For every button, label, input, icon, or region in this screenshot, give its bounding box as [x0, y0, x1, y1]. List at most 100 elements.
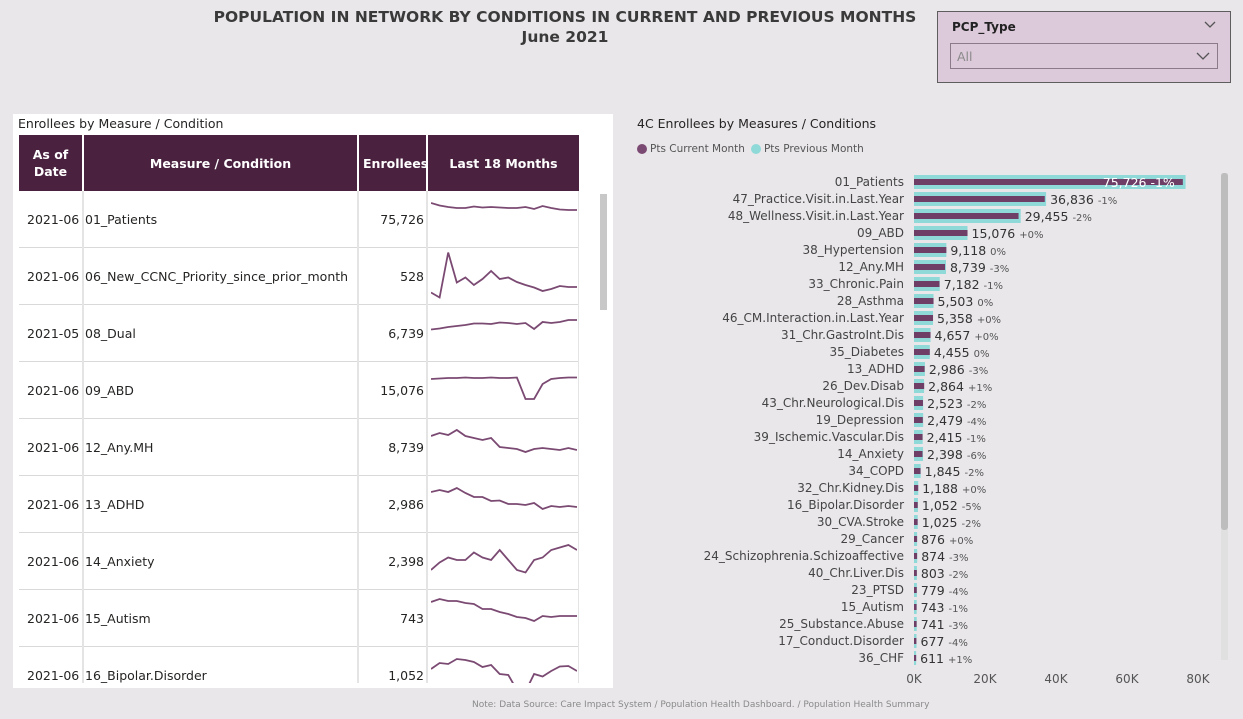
- enrollees-table: As of Date Measure / Condition Enrollees…: [19, 135, 579, 683]
- pct-change-label: -6%: [967, 451, 986, 462]
- bar-current[interactable]: [914, 315, 934, 321]
- bar-current[interactable]: [914, 196, 1045, 202]
- bar-current[interactable]: [914, 264, 946, 270]
- cell-enrollees: 528: [358, 247, 428, 305]
- bar-current[interactable]: [914, 536, 918, 542]
- bar-current[interactable]: [914, 281, 940, 287]
- table-row[interactable]: 2021-06 06_New_CCNC_Priority_since_prior_…: [19, 247, 579, 305]
- bar-current[interactable]: [914, 247, 947, 253]
- bar-current[interactable]: [914, 587, 917, 593]
- cell-sparkline: [427, 589, 579, 647]
- pct-change-label: -1%: [949, 604, 968, 615]
- table-scrollbar[interactable]: [600, 194, 607, 310]
- cell-measure: 12_Any.MH: [83, 418, 359, 476]
- category-label: 19_Depression: [816, 413, 904, 427]
- chart-scrollbar-thumb[interactable]: [1221, 173, 1228, 530]
- bar-current[interactable]: [914, 349, 930, 355]
- bar-current[interactable]: [914, 400, 923, 406]
- table-viewport[interactable]: As of Date Measure / Condition Enrollees…: [19, 135, 579, 683]
- pct-change-label: -4%: [967, 417, 986, 428]
- col-header-enrollees[interactable]: Enrollees: [358, 135, 428, 191]
- value-label: 2,864 +1%: [928, 379, 992, 394]
- bar-current[interactable]: [914, 604, 917, 610]
- conditions-bar-chart: 01_Patients 75,726 -1% 47_Practice.Visit.i…: [704, 175, 1211, 686]
- cell-sparkline: [427, 475, 579, 533]
- cell-date: 2021-06: [19, 589, 84, 647]
- bar-current[interactable]: [914, 621, 917, 627]
- value-label: 2,986 -3%: [929, 362, 988, 377]
- table-row[interactable]: 2021-06 01_Patients 75,726: [19, 191, 579, 248]
- bar-current[interactable]: [914, 332, 931, 338]
- bar-current[interactable]: [914, 179, 1183, 185]
- cell-date: 2021-06: [19, 418, 84, 476]
- table-title: Enrollees by Measure / Condition: [18, 116, 224, 131]
- table-row[interactable]: 2021-06 09_ABD 15,076: [19, 361, 579, 419]
- pct-change-label: +1%: [948, 655, 972, 666]
- pct-change-label: 0%: [977, 298, 993, 309]
- bar-current[interactable]: [914, 502, 918, 508]
- cell-enrollees: 6,739: [358, 304, 428, 362]
- table-row[interactable]: 2021-06 13_ADHD 2,986: [19, 475, 579, 533]
- footnote: Note: Data Source: Care Impact System / …: [472, 700, 930, 710]
- bar-current[interactable]: [914, 655, 917, 661]
- table-row[interactable]: 2021-06 14_Anxiety 2,398: [19, 532, 579, 590]
- sparkline-chart: [431, 658, 577, 683]
- table-row[interactable]: 2021-06 15_Autism 743: [19, 589, 579, 647]
- cell-date: 2021-06: [19, 191, 84, 248]
- bar-current[interactable]: [914, 417, 923, 423]
- value-label: 2,398 -6%: [927, 447, 986, 462]
- sparkline-series: [431, 428, 577, 453]
- cell-measure: 08_Dual: [83, 304, 359, 362]
- value-label: 4,455 0%: [934, 345, 990, 360]
- value-label: 7,182 -1%: [944, 277, 1003, 292]
- cell-enrollees: 1,052: [358, 646, 428, 683]
- pct-change-label: -2%: [949, 570, 968, 581]
- legend-item-current[interactable]: Pts Current Month: [637, 143, 745, 155]
- value-label: 876 +0%: [921, 532, 973, 547]
- cell-measure: 06_New_CCNC_Priority_since_prior_month: [83, 247, 359, 305]
- category-label: 14_Anxiety: [837, 447, 904, 461]
- slicer-title: PCP_Type: [952, 20, 1016, 34]
- col-header-measure[interactable]: Measure / Condition: [83, 135, 359, 191]
- legend-dot-current: [637, 144, 647, 154]
- cell-measure: 16_Bipolar.Disorder: [83, 646, 359, 683]
- bar-current[interactable]: [914, 570, 917, 576]
- bar-current[interactable]: [914, 485, 919, 491]
- bar-current[interactable]: [914, 468, 921, 474]
- chevron-down-icon[interactable]: [1202, 19, 1218, 31]
- cell-measure: 09_ABD: [83, 361, 359, 419]
- table-row[interactable]: 2021-06 12_Any.MH 8,739: [19, 418, 579, 476]
- pct-change-label: +0%: [962, 485, 986, 496]
- sparkline-series: [431, 486, 577, 511]
- col-header-last18[interactable]: Last 18 Months: [427, 135, 579, 191]
- cell-date: 2021-06: [19, 475, 84, 533]
- legend-item-previous[interactable]: Pts Previous Month: [750, 143, 864, 155]
- category-label: 09_ABD: [857, 226, 904, 240]
- pct-change-label: -1%: [966, 434, 985, 445]
- bar-current[interactable]: [914, 451, 923, 457]
- bar-current[interactable]: [914, 230, 968, 236]
- pct-change-label: 0%: [974, 349, 990, 360]
- col-header-date[interactable]: As of Date: [19, 135, 84, 191]
- bar-current[interactable]: [914, 213, 1019, 219]
- bar-current[interactable]: [914, 519, 918, 525]
- table-row[interactable]: 2021-05 08_Dual 6,739: [19, 304, 579, 362]
- pcp-type-selected-value: All: [957, 49, 973, 64]
- pct-change-label: -1%: [984, 281, 1003, 292]
- cell-enrollees: 8,739: [358, 418, 428, 476]
- pcp-type-dropdown[interactable]: All: [950, 43, 1218, 69]
- table-header-row: As of Date Measure / Condition Enrollees…: [19, 135, 579, 191]
- bar-current[interactable]: [914, 434, 923, 440]
- bar-current[interactable]: [914, 383, 925, 389]
- cell-date: 2021-06: [19, 361, 84, 419]
- bar-current[interactable]: [914, 553, 918, 559]
- legend-label-current: Pts Current Month: [650, 143, 745, 155]
- bar-current[interactable]: [914, 298, 934, 304]
- bar-current[interactable]: [914, 366, 925, 372]
- category-label: 39_Ischemic.Vascular.Dis: [754, 430, 904, 444]
- table-row[interactable]: 2021-06 16_Bipolar.Disorder 1,052: [19, 646, 579, 683]
- value-label: 803 -2%: [921, 566, 968, 581]
- bar-current[interactable]: [914, 638, 917, 644]
- pct-change-label: +0%: [974, 332, 998, 343]
- pct-change-label: -5%: [962, 502, 981, 513]
